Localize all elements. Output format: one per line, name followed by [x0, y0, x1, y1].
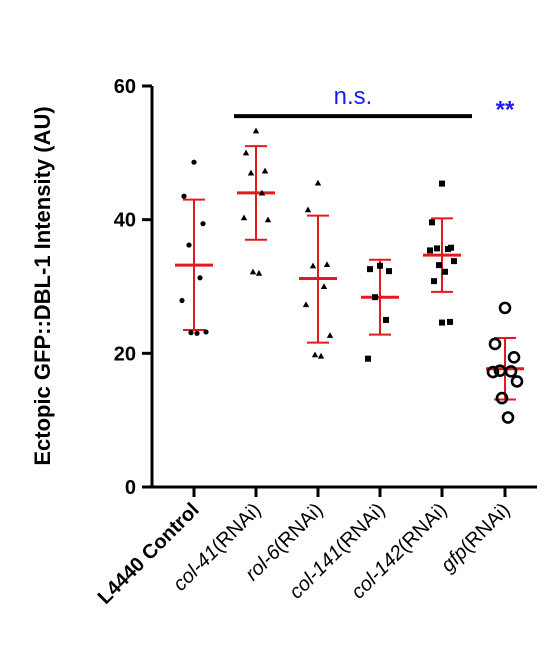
group-1	[237, 127, 275, 276]
y-tick-label: 20	[114, 343, 136, 365]
y-tick-label: 40	[114, 210, 136, 232]
data-point	[191, 159, 197, 165]
data-point	[311, 351, 319, 358]
data-point	[197, 275, 203, 281]
data-point	[510, 375, 524, 388]
y-tick-label: 60	[114, 76, 136, 98]
group-2	[299, 179, 337, 359]
x-tick-labels: L4440 Controlcol-41(RNAi)rol-6(RNAi)col-…	[94, 499, 515, 609]
data-point	[386, 268, 392, 275]
group-5	[486, 301, 524, 424]
data-point	[427, 247, 433, 254]
group-0	[175, 159, 213, 336]
data-point	[261, 167, 269, 174]
data-point	[247, 169, 255, 176]
data-point	[507, 351, 521, 364]
data-point	[504, 365, 518, 378]
group-3	[361, 258, 399, 362]
data-point	[249, 268, 257, 275]
data-point	[255, 269, 263, 276]
data-point	[304, 206, 312, 213]
data-groups	[175, 127, 524, 424]
data-point	[442, 268, 448, 275]
axes	[150, 86, 537, 497]
data-point	[377, 262, 383, 269]
data-point	[326, 332, 334, 338]
data-point	[498, 301, 512, 315]
data-point	[186, 242, 192, 248]
y-axis-label: Ectopic GFP::DBL-1 Intensity (AU)	[30, 106, 55, 465]
data-point	[194, 330, 200, 336]
data-point	[501, 411, 515, 424]
data-point	[367, 266, 373, 273]
group-4	[423, 180, 461, 326]
data-point	[323, 261, 331, 268]
data-point	[429, 219, 435, 226]
y-ticks: 0 20 40 60	[114, 76, 152, 499]
y-tick-label: 0	[125, 477, 136, 499]
data-point	[488, 337, 502, 351]
data-point	[179, 297, 185, 304]
data-point	[240, 214, 248, 221]
data-point	[320, 283, 328, 290]
data-point	[486, 365, 500, 379]
data-point	[372, 294, 378, 301]
data-point	[439, 319, 445, 326]
data-point	[451, 258, 457, 265]
data-point	[258, 189, 266, 196]
data-point	[314, 179, 322, 186]
data-point	[439, 180, 445, 187]
x-tick-label: gfp(RNAi)	[437, 499, 515, 577]
data-point	[383, 316, 389, 323]
data-point	[181, 193, 187, 199]
data-point	[264, 216, 272, 223]
ns-annotation: n.s.	[334, 83, 373, 110]
data-point	[447, 318, 453, 325]
data-point	[203, 329, 209, 335]
data-point	[200, 221, 206, 227]
data-point	[309, 262, 317, 269]
data-point	[302, 301, 310, 308]
data-point	[431, 278, 437, 285]
data-point	[434, 245, 440, 252]
data-point	[242, 149, 250, 156]
annotations: n.s. **	[234, 83, 515, 123]
data-point	[436, 262, 442, 269]
significance-annotation: **	[496, 96, 515, 123]
data-point	[317, 352, 325, 359]
data-point	[252, 127, 260, 134]
data-point	[188, 330, 194, 336]
data-point	[495, 391, 509, 405]
data-point	[365, 355, 371, 362]
data-point	[445, 246, 451, 253]
